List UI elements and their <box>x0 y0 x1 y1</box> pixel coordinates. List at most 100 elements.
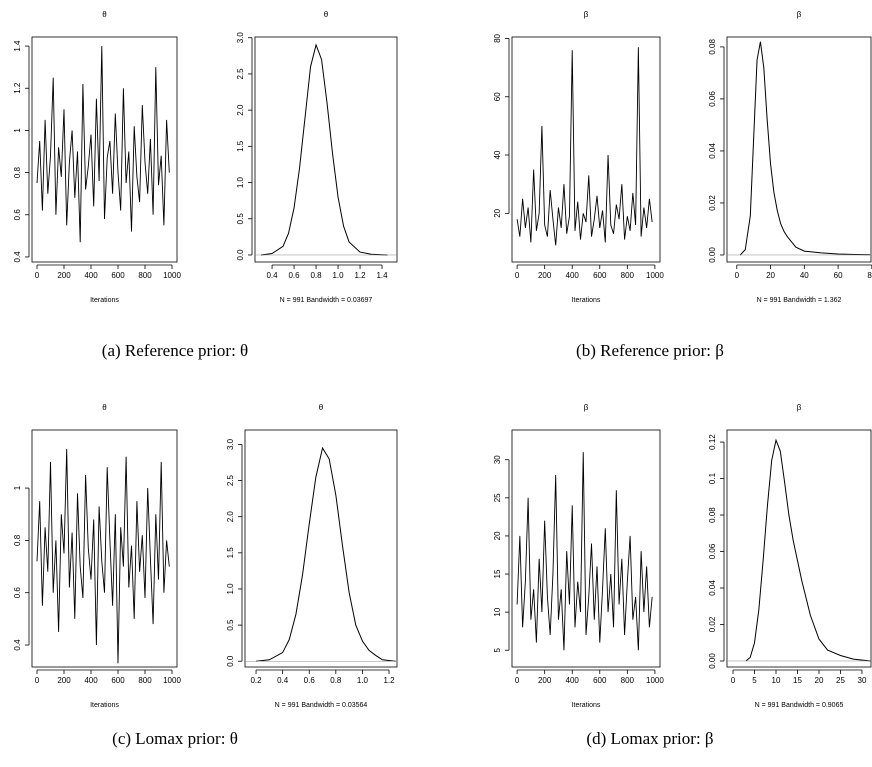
panel-title: θ <box>102 403 107 412</box>
x-tick-label: 0 <box>35 271 40 280</box>
y-tick-label: 0.1 <box>708 472 717 484</box>
y-tick-label: 15 <box>493 569 502 578</box>
y-tick-label: 20 <box>493 208 502 217</box>
panel-title: θ <box>102 10 107 19</box>
y-tick-label: 0.8 <box>13 534 22 546</box>
trace-line <box>516 47 653 246</box>
x-axis-label: N = 991 Bandwidth = 0.03697 <box>280 297 373 304</box>
density-curve <box>739 41 871 256</box>
x-axis-label: Iterations <box>90 702 119 709</box>
x-tick-label: 0.4 <box>277 676 289 685</box>
y-tick-label: 1.2 <box>13 82 22 94</box>
y-tick-label: 0.06 <box>708 91 717 107</box>
x-tick-label: 0.2 <box>250 676 262 685</box>
plot-box <box>31 36 178 263</box>
y-tick-label: 2.0 <box>236 104 245 116</box>
x-tick-label: 40 <box>800 271 809 280</box>
y-tick-label: 0.02 <box>708 616 717 632</box>
y-tick-label: 0.5 <box>226 619 235 631</box>
x-tick-label: 0.6 <box>288 271 300 280</box>
x-tick-label: 200 <box>57 271 71 280</box>
x-tick-label: 800 <box>621 676 635 685</box>
y-tick-label: 0.04 <box>708 143 717 159</box>
y-tick-label: 1 <box>13 128 22 133</box>
y-tick-label: 0.02 <box>708 195 717 211</box>
x-axis-label: N = 991 Bandwidth = 0.03564 <box>275 702 368 709</box>
y-tick-label: 0.06 <box>708 543 717 559</box>
x-tick-label: 200 <box>57 676 71 685</box>
x-tick-label: 1.4 <box>376 271 388 280</box>
panel-title: β <box>797 10 802 19</box>
x-tick-label: 10 <box>772 676 781 685</box>
x-tick-label: 5 <box>752 676 757 685</box>
trace-line <box>516 452 653 651</box>
panel-title: θ <box>319 403 324 412</box>
x-axis-label: Iterations <box>90 297 119 304</box>
y-tick-label: 2.5 <box>236 68 245 80</box>
x-tick-label: 400 <box>84 676 98 685</box>
y-tick-label: 30 <box>493 455 502 464</box>
x-tick-label: 0 <box>515 271 520 280</box>
y-tick-label: 0.4 <box>13 639 22 651</box>
x-tick-label: 15 <box>793 676 802 685</box>
x-tick-label: 0.4 <box>266 271 278 280</box>
x-tick-label: 0.8 <box>330 676 342 685</box>
x-tick-label: 800 <box>621 271 635 280</box>
y-tick-label: 0.00 <box>708 247 717 263</box>
y-tick-label: 1.0 <box>226 583 235 595</box>
plot-box <box>726 36 872 263</box>
x-axis-label: Iterations <box>572 297 601 304</box>
panel-title: β <box>584 403 589 412</box>
plot-box <box>244 429 398 668</box>
y-tick-label: 1 <box>13 485 22 490</box>
y-tick-label: 0.04 <box>708 580 717 596</box>
x-tick-label: 1.2 <box>383 676 395 685</box>
y-tick-label: 0.00 <box>708 653 717 669</box>
y-tick-label: 1.0 <box>236 176 245 188</box>
x-tick-label: 600 <box>111 676 125 685</box>
plot-box <box>254 36 398 263</box>
x-tick-label: 1.0 <box>332 271 344 280</box>
density-curve <box>260 43 388 256</box>
y-tick-label: 3.0 <box>226 438 235 450</box>
y-tick-label: 25 <box>493 493 502 502</box>
caption: (b) Reference prior: β <box>576 341 724 360</box>
y-tick-label: 60 <box>493 92 502 101</box>
x-tick-label: 0 <box>35 676 40 685</box>
x-tick-label: 800 <box>138 271 152 280</box>
x-tick-label: 200 <box>538 271 552 280</box>
panel-title: θ <box>324 10 329 19</box>
caption: (a) Reference prior: θ <box>102 341 248 360</box>
y-tick-label: 0.0 <box>226 655 235 667</box>
y-tick-label: 10 <box>493 607 502 616</box>
x-tick-label: 400 <box>566 676 580 685</box>
y-tick-label: 3.0 <box>236 32 245 44</box>
x-tick-label: 600 <box>593 676 607 685</box>
x-tick-label: 0 <box>731 676 736 685</box>
x-tick-label: 20 <box>766 271 775 280</box>
y-tick-label: 1.4 <box>13 40 22 52</box>
x-tick-label: 400 <box>566 271 580 280</box>
x-tick-label: 0.8 <box>310 271 322 280</box>
x-tick-label: 400 <box>84 271 98 280</box>
y-tick-label: 0.0 <box>236 249 245 261</box>
x-axis-label: N = 991 Bandwidth = 1.362 <box>757 297 842 304</box>
density-curve <box>255 446 396 662</box>
x-tick-label: 1.2 <box>354 271 366 280</box>
y-tick-label: 0.8 <box>13 166 22 178</box>
plot-box <box>726 429 872 668</box>
density-curve <box>745 438 871 662</box>
y-tick-label: 0.6 <box>13 209 22 221</box>
trace-line <box>36 46 170 243</box>
x-tick-label: 600 <box>111 271 125 280</box>
y-tick-label: 80 <box>493 33 502 42</box>
x-tick-label: 30 <box>858 676 867 685</box>
y-tick-label: 1.5 <box>236 140 245 152</box>
y-tick-label: 0.08 <box>708 39 717 55</box>
x-tick-label: 60 <box>834 271 843 280</box>
x-tick-label: 25 <box>836 676 845 685</box>
trace-line <box>36 448 170 664</box>
x-tick-label: 80 <box>867 271 872 280</box>
y-tick-label: 0.12 <box>708 434 717 450</box>
